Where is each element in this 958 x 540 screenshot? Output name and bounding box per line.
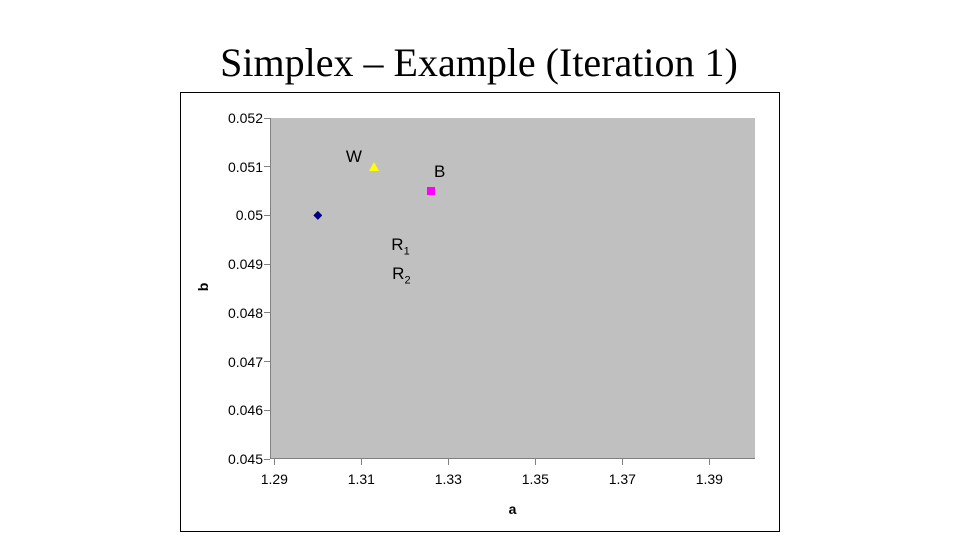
annotation-r1-subscript: 1 [403,245,410,258]
y-axis-tick [264,214,270,216]
y-axis-tick [264,361,270,363]
y-axis-tick-label: 0.046 [227,402,263,419]
x-axis-tick-label: 1.31 [347,471,375,487]
y-axis-tick [264,458,270,460]
x-axis-tick [447,459,449,465]
x-axis-tick-label: 1.29 [260,471,288,487]
plot-area [270,118,755,459]
y-axis-tick-label: 0.045 [227,451,263,467]
annotation-r2-text: R [392,263,405,283]
chart-frame: a b 0.052 0.051 0.05 0.049 0.048 0.047 0.046 0.… [180,92,780,532]
x-axis-tick-label: 1.35 [521,471,549,487]
slide-title: Simplex – Example (Iteration 1) [220,40,738,85]
y-axis-tick-label: 0.05 [235,207,263,224]
annotation-r1: R1 [375,234,425,258]
x-axis-tick-label: 1.39 [695,471,723,487]
annotation-w-text: W [345,146,362,166]
y-axis-tick-label: 0.049 [227,256,263,273]
x-axis-tick [534,459,536,465]
x-axis-tick [621,459,623,465]
annotation-r2: R2 [376,263,426,287]
x-axis-tick-label: 1.33 [434,471,462,487]
y-axis-tick [264,409,270,411]
current-vertex-marker [313,210,323,220]
annotation-w: W [329,147,379,166]
y-axis-tick [264,312,270,314]
y-axis-tick-label: 0.051 [227,158,263,175]
x-axis-tick [708,459,710,465]
x-axis-tick [360,459,362,465]
annotation-b: B [415,162,465,181]
y-axis-tick [264,166,270,168]
x-axis-tick-label: 1.37 [608,471,636,487]
y-axis-title: b [195,282,211,292]
y-axis-tick [264,117,270,119]
y-axis-tick-label: 0.048 [227,304,263,321]
annotation-b-text: B [433,161,446,181]
annotation-r2-subscript: 2 [404,274,411,287]
best-point-B-marker [426,187,435,196]
x-axis-title: a [508,501,517,517]
y-axis-tick [264,263,270,265]
x-axis-tick [273,459,275,465]
y-axis-tick-label: 0.052 [227,110,263,126]
annotation-r1-text: R [391,234,404,254]
y-axis-tick-label: 0.047 [227,353,263,370]
worst-point-W-marker [369,162,380,172]
